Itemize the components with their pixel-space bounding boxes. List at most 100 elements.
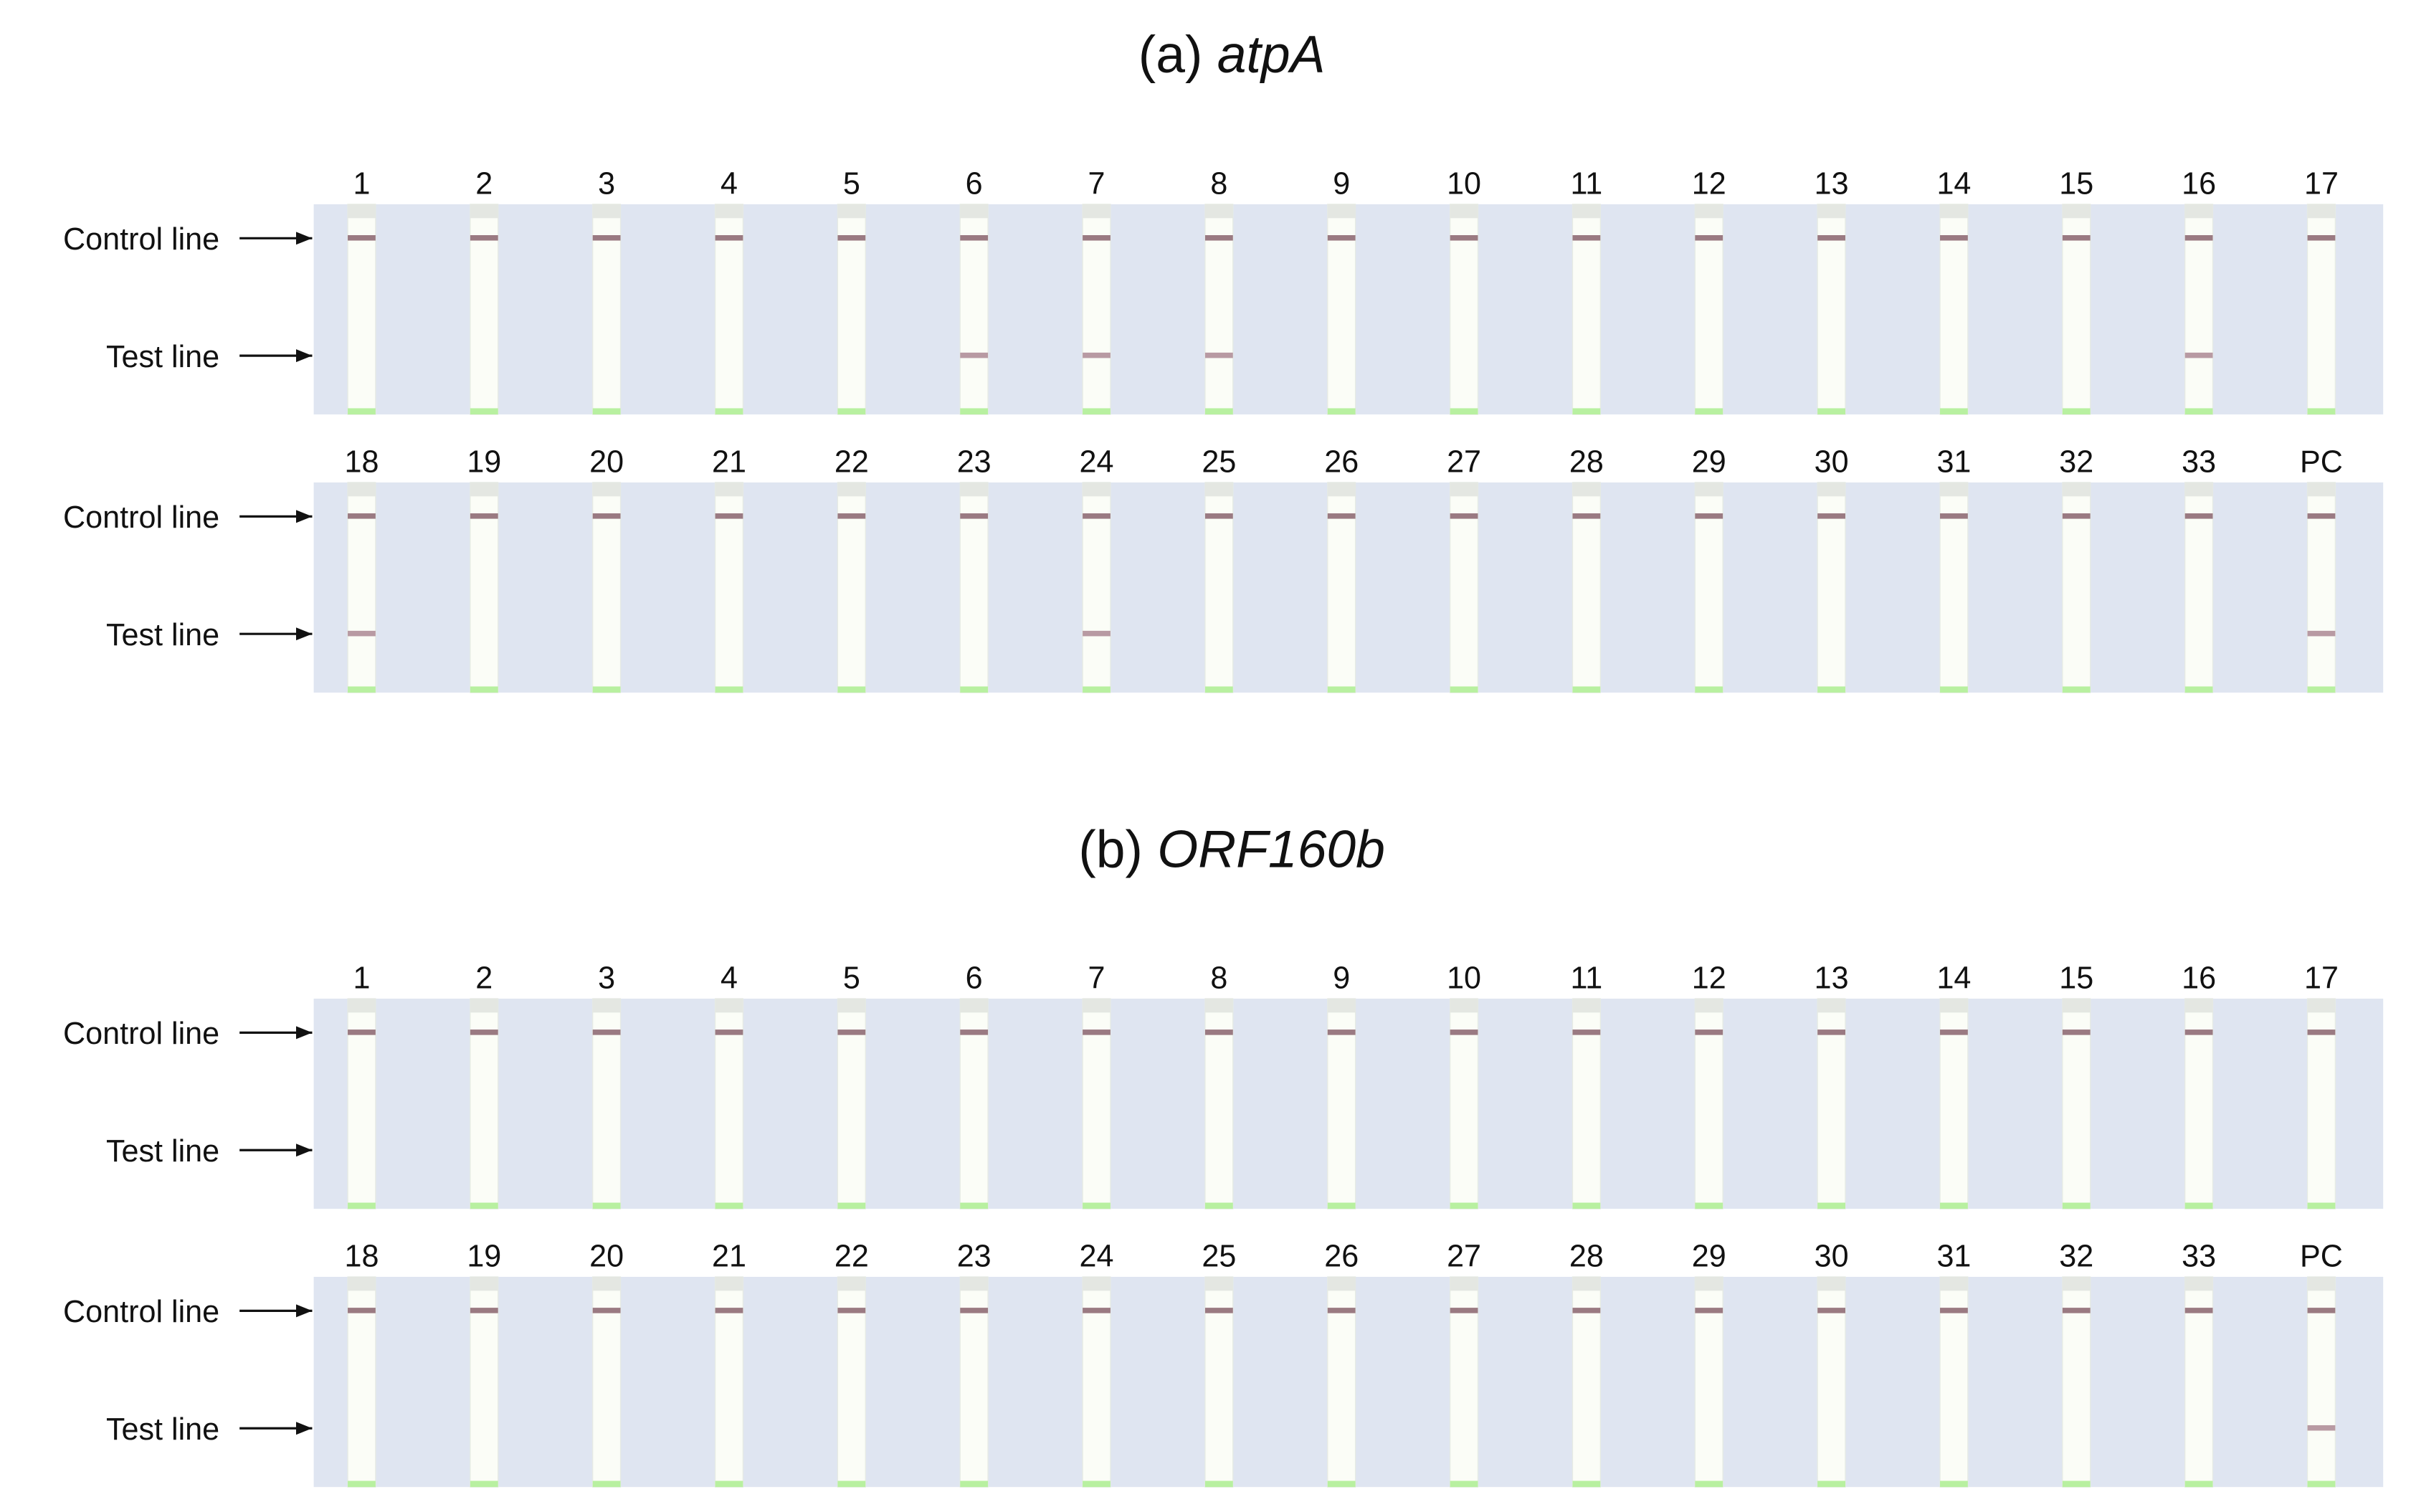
test-band	[2307, 630, 2336, 637]
control-band	[837, 513, 866, 519]
strip-cap	[1083, 204, 1111, 219]
control-band	[348, 1030, 376, 1035]
strip-cap	[1695, 482, 1723, 497]
strip-cap	[348, 1276, 376, 1291]
strip-pad	[592, 686, 621, 693]
strip-pad	[1327, 686, 1356, 693]
control-band	[2062, 235, 2091, 241]
lane-label: 6	[966, 166, 983, 201]
title-prefix: (a)	[1138, 26, 1217, 85]
lane-label: 10	[1447, 961, 1481, 995]
strip-pad	[960, 1202, 989, 1209]
lane-label: 12	[1692, 166, 1726, 201]
strip-pad	[470, 1480, 498, 1488]
test-line-label: Test line	[106, 618, 219, 652]
control-band	[1083, 513, 1111, 519]
control-band	[715, 235, 743, 241]
strip-pad	[1572, 1480, 1601, 1488]
panel-title: (b) ORF160b	[1078, 820, 1385, 879]
strip-cap	[1572, 1276, 1601, 1291]
strip-cap	[1940, 1276, 1968, 1291]
strip-pad	[1083, 1480, 1111, 1488]
lane-label: 11	[1571, 166, 1603, 201]
control-band	[1083, 235, 1111, 241]
strip-pad	[1327, 1202, 1356, 1209]
lane-label: 30	[1815, 1240, 1849, 1274]
strip-pad	[592, 408, 621, 415]
lane-label: 27	[1447, 444, 1481, 479]
control-band	[1940, 235, 1968, 241]
lane-label: 3	[598, 961, 615, 995]
strip-pad	[1204, 1202, 1233, 1209]
strip-pad	[1940, 1480, 1968, 1488]
strip-cap	[1204, 204, 1233, 219]
control-band	[2307, 513, 2336, 519]
strip-cap	[2184, 482, 2213, 497]
lane-label: PC	[2300, 1240, 2343, 1274]
strip-cap	[1327, 1276, 1356, 1291]
control-line-label: Control line	[63, 222, 219, 257]
lane-label: 7	[1088, 166, 1105, 201]
strip-cap	[2062, 482, 2091, 497]
lane-label: 33	[2182, 444, 2216, 479]
control-band	[1450, 1308, 1478, 1313]
strip-cap	[1940, 482, 1968, 497]
strip-pad	[348, 1480, 376, 1488]
strip-pad	[2062, 408, 2091, 415]
strip-cap	[715, 998, 743, 1013]
control-band	[2184, 1030, 2213, 1035]
lane-label: 10	[1447, 166, 1481, 201]
strip-pad	[1695, 1202, 1723, 1209]
control-band	[1450, 1030, 1478, 1035]
strip-pad	[470, 408, 498, 415]
strip-pad	[1204, 1480, 1233, 1488]
strip-cap	[1572, 998, 1601, 1013]
control-line-label: Control line	[63, 500, 219, 535]
strip-pad	[1327, 1480, 1356, 1488]
test-band	[1204, 352, 1233, 358]
strip-pad	[1572, 686, 1601, 693]
control-band	[1083, 1030, 1111, 1035]
strip-cap	[2184, 204, 2213, 219]
lane-label: 14	[1936, 961, 1971, 995]
strip-cap	[348, 204, 376, 219]
strip-pad	[960, 686, 989, 693]
strip-pad	[1817, 408, 1845, 415]
lane-label: 8	[1210, 166, 1227, 201]
strip-cap	[1204, 482, 1233, 497]
lane-label: 20	[589, 444, 624, 479]
strip-pad	[1817, 1202, 1845, 1209]
lane-label: 27	[1447, 1240, 1481, 1274]
test-line-label: Test line	[106, 340, 219, 374]
strip-cap	[715, 482, 743, 497]
lane-label: 30	[1815, 444, 1849, 479]
lane-label: 19	[467, 1240, 501, 1274]
lane-label: 15	[2059, 166, 2093, 201]
strip-cap	[1327, 204, 1356, 219]
lane-label: 12	[1692, 961, 1726, 995]
lane-label: 2	[475, 166, 493, 201]
control-band	[1572, 1308, 1601, 1313]
strip-pad	[837, 1202, 866, 1209]
strip-pad	[2062, 686, 2091, 693]
strip-pad	[1695, 686, 1723, 693]
strip-pad	[2184, 1202, 2213, 1209]
lane-label: PC	[2300, 444, 2343, 479]
strip-cap	[1327, 482, 1356, 497]
control-band	[1817, 235, 1845, 241]
strip-pad	[1940, 1202, 1968, 1209]
lane-label: 24	[1080, 1240, 1114, 1274]
lane-label: 31	[1936, 1240, 1971, 1274]
strip-pad	[1572, 408, 1601, 415]
title-prefix: (b)	[1078, 820, 1157, 879]
strip-pad	[2307, 1480, 2336, 1488]
strip-pad	[960, 1480, 989, 1488]
strip-pad	[2184, 408, 2213, 415]
control-band	[1940, 513, 1968, 519]
test-band	[1083, 630, 1111, 637]
control-band	[2062, 1030, 2091, 1035]
lane-label: 33	[2182, 1240, 2216, 1274]
control-line-label: Control line	[63, 1017, 219, 1051]
lane-label: 16	[2182, 166, 2216, 201]
lane-label: 26	[1324, 1240, 1359, 1274]
